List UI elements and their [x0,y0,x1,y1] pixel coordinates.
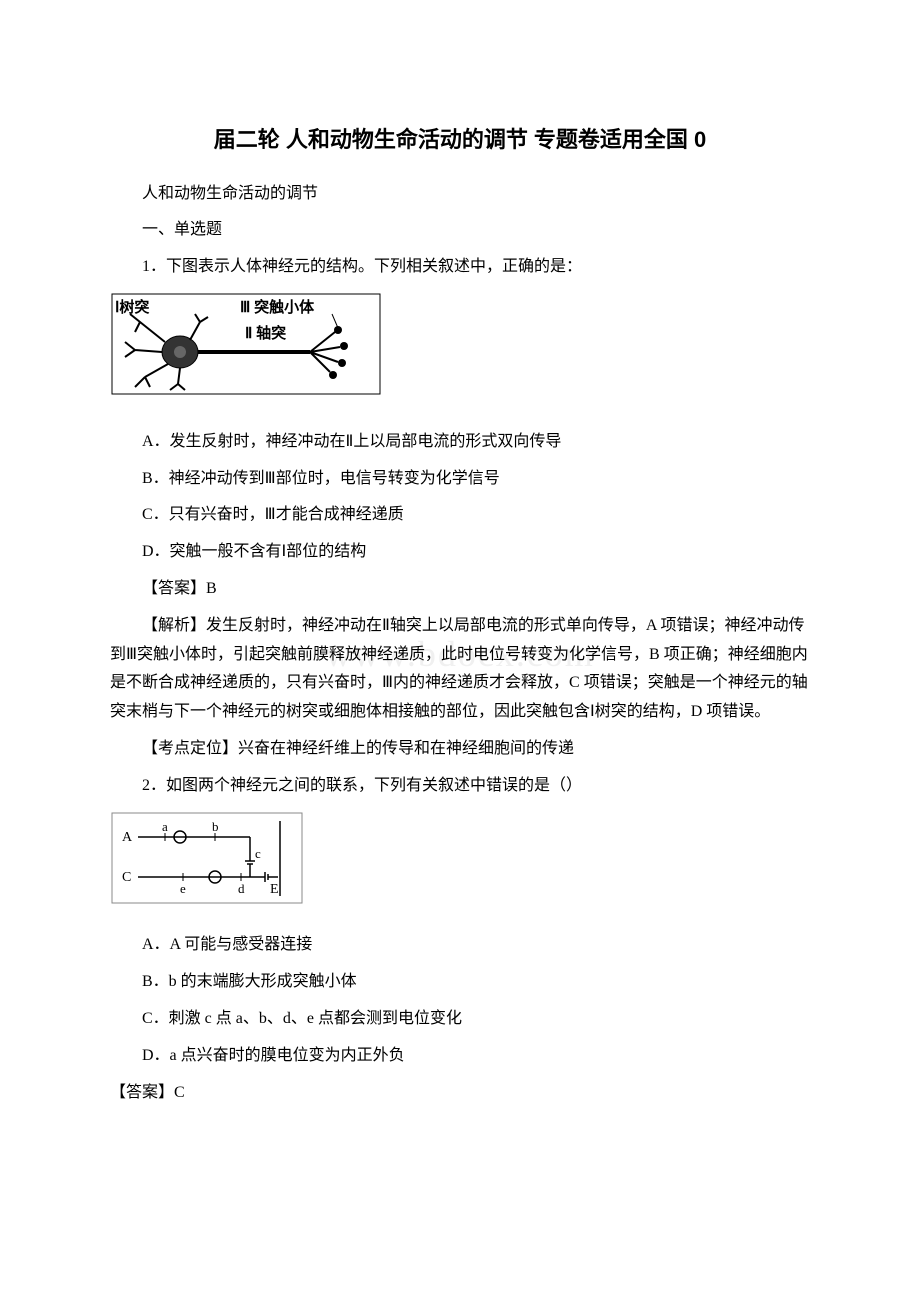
intro-text: 人和动物生命活动的调节 [110,180,810,209]
q1-option-d: D．突触一般不含有Ⅰ部位的结构 [110,538,810,567]
q1-exam-point: 【考点定位】兴奋在神经纤维上的传导和在神经细胞间的传递 [110,735,810,764]
q1-option-a: A．发生反射时，神经冲动在Ⅱ上以局部电流的形式双向传导 [110,428,810,457]
svg-text:C: C [122,870,131,885]
document-title: 届二轮 人和动物生命活动的调节 专题卷适用全国 0 [110,120,810,160]
label-synapse: Ⅲ 突触小体 [240,298,315,316]
section-header: 一、单选题 [110,216,810,245]
q1-explanation: 【解析】发生反射时，神经冲动在Ⅱ轴突上以局部电流的形式单向传导，A 项错误；神经… [110,612,810,727]
svg-text:d: d [238,881,245,896]
q2-stem: 2．如图两个神经元之间的联系，下列有关叙述中错误的是（） [110,772,810,801]
q1-stem: 1．下图表示人体神经元的结构。下列相关叙述中，正确的是： [110,253,810,282]
q2-option-d: D．a 点兴奋时的膜电位变为内正外负 [110,1042,810,1071]
label-dendrite: Ⅰ树突 [115,298,149,316]
svg-text:e: e [180,881,186,896]
svg-text:A: A [122,830,133,845]
svg-text:E: E [270,882,279,897]
q1-answer: 【答案】B [110,575,810,604]
q1-option-b: B．神经冲动传到Ⅲ部位时，电信号转变为化学信号 [110,465,810,494]
svg-text:a: a [162,819,168,834]
svg-text:c: c [255,846,261,861]
circuit-diagram: A a b c C e d E [110,811,810,917]
label-axon: Ⅱ 轴突 [245,324,286,342]
q2-answer: 【答案】C [110,1079,810,1108]
svg-text:b: b [212,819,219,834]
neuron-diagram: Ⅰ树突 Ⅲ 突触小体 Ⅱ 轴突 [110,292,810,413]
q1-option-c: C．只有兴奋时，Ⅲ才能合成神经递质 [110,501,810,530]
q2-option-c: C．刺激 c 点 a、b、d、e 点都会测到电位变化 [110,1005,810,1034]
q2-option-b: B．b 的末端膨大形成突触小体 [110,968,810,997]
q2-option-a: A．A 可能与感受器连接 [110,931,810,960]
